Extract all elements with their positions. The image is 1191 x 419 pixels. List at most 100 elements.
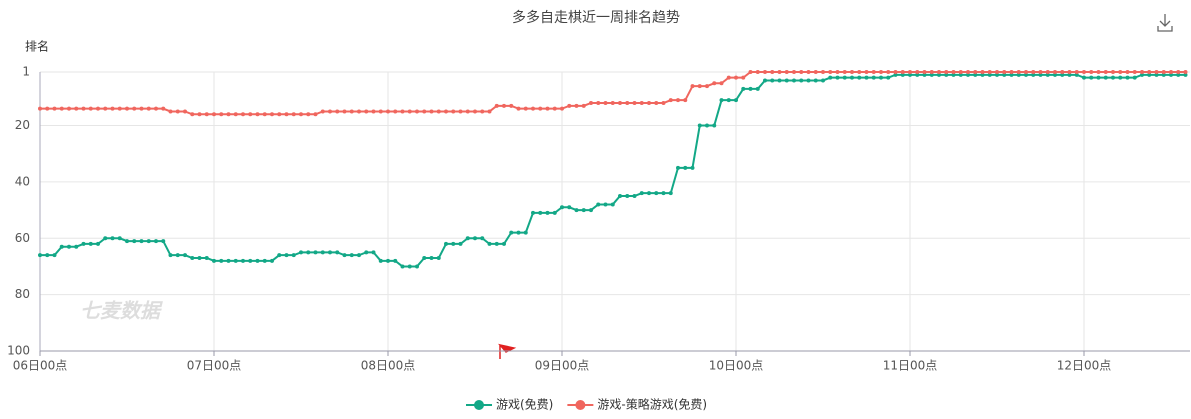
data-point [1045,70,1050,74]
data-point [1125,70,1130,74]
data-point [835,70,840,74]
data-point [1103,70,1108,74]
data-point [668,191,673,196]
data-point [1111,70,1115,74]
data-point [980,72,985,77]
data-point [806,78,811,83]
data-point [1176,70,1181,74]
data-point [1089,70,1094,74]
data-point [1060,72,1065,77]
data-point [349,253,354,258]
data-point [915,72,920,77]
download-icon[interactable] [1157,14,1173,32]
data-point [705,84,709,89]
data-point [393,258,398,263]
data-point [183,253,187,258]
data-point [545,210,550,215]
data-point [784,70,789,74]
data-point [1038,72,1043,77]
data-point [320,250,325,255]
data-point [625,194,630,198]
data-point [842,75,847,80]
data-point [74,244,79,249]
data-point [132,239,137,244]
data-point [821,78,825,83]
data-point [1140,70,1144,74]
data-point [335,250,340,255]
data-point [661,101,666,105]
data-point [364,250,369,255]
data-point [523,106,528,111]
data-point [487,241,492,246]
download-glyph[interactable] [1157,14,1173,32]
data-point [639,191,644,196]
data-point [792,78,796,83]
data-point [1147,70,1152,74]
data-point [625,101,630,105]
data-point [444,241,448,246]
data-point [458,241,463,246]
data-point [487,109,492,114]
data-point [987,70,992,74]
data-point [190,112,195,117]
data-point [523,230,528,235]
data-point [1002,72,1007,77]
data-point [813,78,818,83]
data-point [763,70,767,74]
data-point [255,112,260,117]
legend-label: 游戏(免费) [496,397,553,412]
data-point [183,109,187,114]
data-point [799,70,804,74]
data-point [502,241,506,246]
x-tick-label: 12日00点 [1057,359,1112,373]
data-point [494,241,499,246]
legend-label: 游戏-策略游戏(免费) [597,397,707,412]
data-point [1161,70,1166,74]
data-point [683,98,688,103]
data-point [929,70,934,74]
data-point [1060,70,1065,74]
data-point [313,250,318,255]
data-point [1002,70,1007,74]
legend-item[interactable]: 游戏(免费) [466,397,553,412]
y-tick-label: 40 [15,174,30,188]
data-point [1161,72,1166,77]
data-point [306,112,311,117]
y-axis-label: 排名 [25,39,49,54]
data-point [436,256,441,260]
data-point [480,109,485,114]
data-point [632,194,637,198]
data-point [639,101,644,105]
data-point [139,106,144,111]
data-point [560,106,564,111]
data-point [226,112,231,117]
data-point [96,241,100,246]
data-point [915,70,920,74]
data-point [103,106,108,111]
data-point [567,205,572,210]
data-point [900,70,905,74]
y-tick-label: 20 [15,118,30,132]
data-point [226,258,231,263]
data-point [146,106,151,111]
data-point [799,78,804,83]
data-point [1067,72,1072,77]
data-point [117,236,122,241]
data-point [81,241,86,246]
legend-marker [575,400,586,410]
data-point [1125,75,1130,80]
data-point [973,72,978,77]
legend-item[interactable]: 游戏-策略游戏(免费) [567,397,707,412]
data-point [509,230,514,235]
y-tick-label: 60 [15,231,30,245]
data-point [1147,72,1152,77]
data-point [777,78,782,83]
data-point [944,70,949,74]
data-point [1024,70,1028,74]
data-point [1024,72,1028,77]
data-point [908,72,912,77]
event-flag[interactable] [497,343,517,359]
data-point [596,101,601,105]
data-point [299,250,303,255]
data-point [357,253,361,258]
